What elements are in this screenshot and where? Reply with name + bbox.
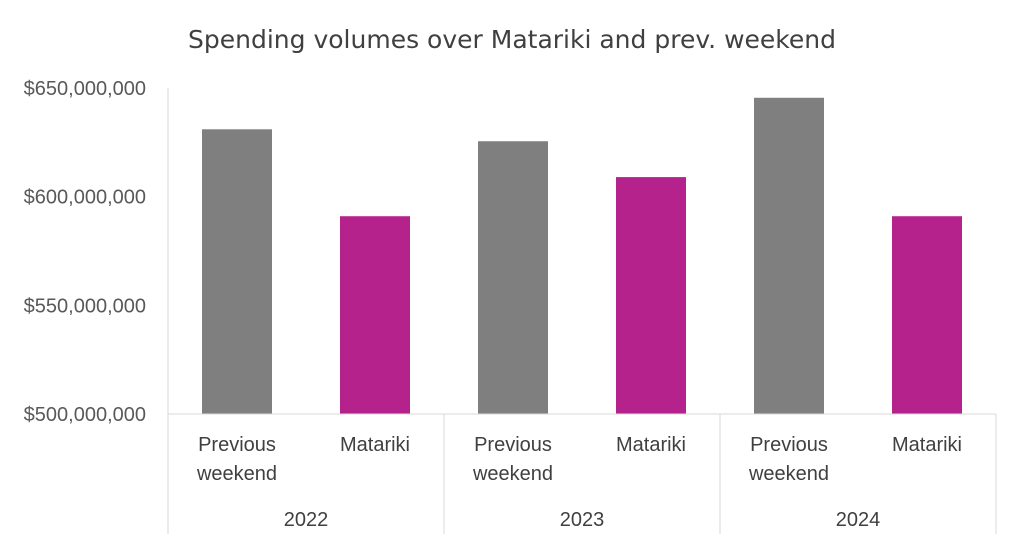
x-axis: Previous weekend Matariki 2022 Previous weeke… [167,88,997,534]
x-tick-label: Previous [750,434,828,456]
x-tick-label: Previous [474,434,552,456]
y-tick-label: $650,000,000 [24,78,146,100]
group-label: 2023 [560,509,605,531]
y-tick-label: $600,000,000 [24,187,146,209]
bar [340,216,410,414]
x-tick-label: weekend [748,463,829,485]
y-tick-label: $550,000,000 [24,295,146,317]
bar [892,216,962,414]
chart-title: Spending volumes over Matariki and prev.… [188,25,836,54]
x-tick-label: weekend [196,463,277,485]
x-tick-label: weekend [472,463,553,485]
x-tick-label: Previous [198,434,276,456]
group-label: 2022 [284,509,329,531]
y-axis: $500,000,000 $550,000,000 $600,000,000 $650… [24,78,146,426]
bars [202,97,962,414]
y-tick-label: $500,000,000 [24,404,146,426]
x-tick-label: Matariki [616,434,686,456]
x-tick-label: Matariki [892,434,962,456]
bar [478,141,548,414]
bar [616,177,686,414]
x-tick-label: Matariki [340,434,410,456]
bar [754,97,824,414]
bar [202,129,272,414]
group-label: 2024 [836,509,881,531]
